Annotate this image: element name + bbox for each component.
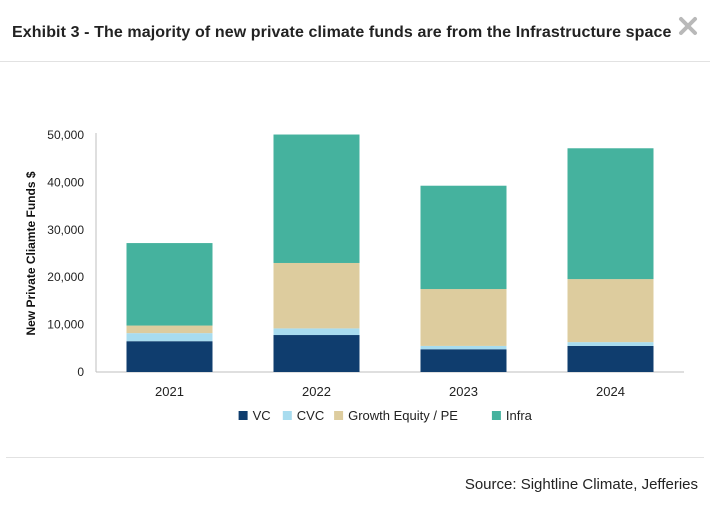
bar-vc-2023 [420,349,507,372]
bar-growth-equity-pe-2022 [273,262,360,329]
y-tick-label: 10,000 [47,318,84,332]
x-tick-label: 2022 [302,384,331,399]
y-tick-label: 30,000 [47,223,84,237]
bar-cvc-2023 [420,345,507,350]
stacked-bar-chart: 0 10,000 20,000 30,000 40,000 50,000 New Priva… [24,128,684,423]
legend-label-growth-equity-pe: Growth Equity / PE [348,408,458,423]
bar-growth-equity-pe-2023 [420,289,507,346]
bar-vc-2022 [273,335,360,372]
y-tick-label: 20,000 [47,270,84,284]
bar-vc-2021 [126,341,213,372]
y-tick-label: 0 [77,365,84,379]
chart-header: Exhibit 3 - The majority of new private … [0,0,710,62]
bar-growth-equity-pe-2021 [126,325,213,334]
legend-swatch-infra [491,411,501,420]
bar-infra-2021 [126,243,213,326]
bar-infra-2022 [273,134,360,263]
chart-area: 0 10,000 20,000 30,000 40,000 50,000 New Priva… [0,62,710,457]
legend-swatch-cvc [282,411,292,420]
legend-label-infra: Infra [506,408,533,423]
legend-swatch-vc [238,411,248,420]
x-tick-label: 2021 [155,384,184,399]
y-tick-label: 50,000 [47,128,84,142]
x-tick-label: 2024 [596,384,625,399]
bar-cvc-2022 [273,328,360,336]
bar-infra-2024 [567,148,654,280]
source-note: Source: Sightline Climate, Jefferies [464,476,698,493]
bar-growth-equity-pe-2024 [567,279,654,343]
chart-title: Exhibit 3 - The majority of new private … [12,24,672,41]
close-icon[interactable] [676,14,700,38]
legend-label-vc: VC [253,408,271,423]
chart-footer: Source: Sightline Climate, Jefferies [6,457,704,510]
bar-cvc-2021 [126,333,213,342]
legend-swatch-growth-equity-pe [334,411,344,420]
bar-cvc-2024 [567,342,654,346]
legend-label-cvc: CVC [297,408,324,423]
bar-vc-2024 [567,345,654,372]
y-axis-label: New Private Cliamte Funds $ [24,171,38,335]
bar-infra-2023 [420,185,507,290]
y-tick-label: 40,000 [47,175,84,189]
x-tick-label: 2023 [449,384,478,399]
